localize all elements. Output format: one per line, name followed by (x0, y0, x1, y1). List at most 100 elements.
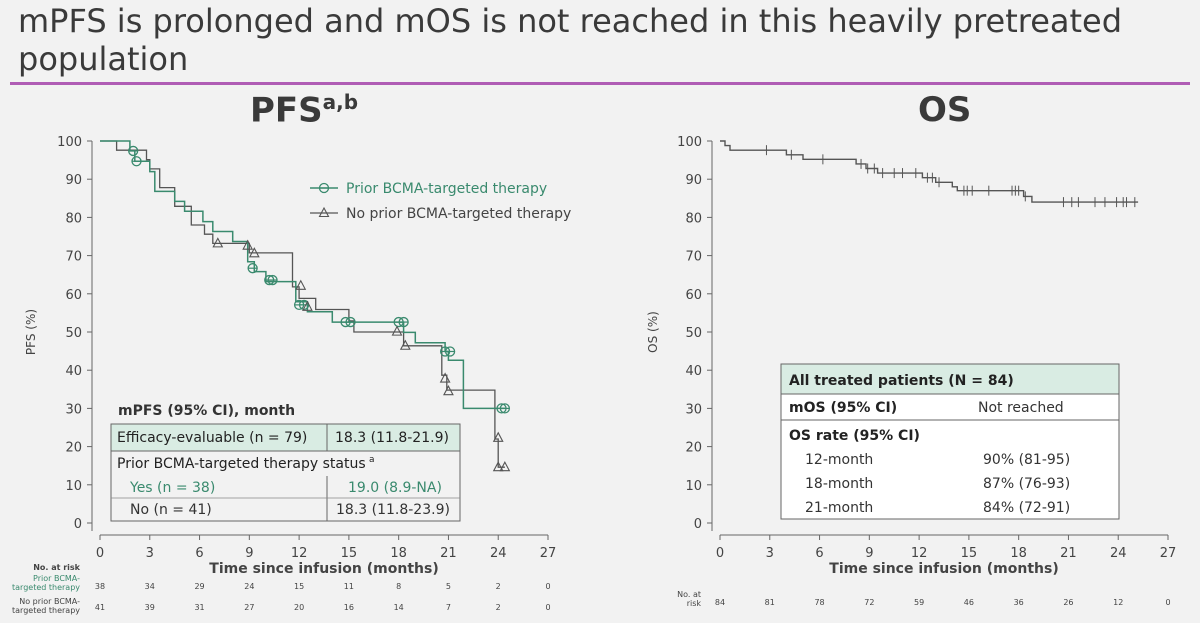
y-tick-label: 90 (65, 173, 82, 188)
no-prior-bcma-censor-mark (443, 385, 454, 396)
x-tick-label: 3 (146, 546, 154, 561)
y-tick-label: 20 (65, 441, 82, 456)
x-tick-label: 6 (195, 546, 203, 561)
risk-no-prior-count: 7 (446, 603, 451, 612)
x-tick-label: 15 (341, 546, 358, 561)
os-mos-row-bg (780, 393, 1120, 421)
y-tick-label: 0 (74, 517, 82, 532)
y-tick-label: 50 (65, 326, 82, 341)
risk-no-prior-count: 0 (545, 603, 550, 612)
mpfs-efficacy-row-bg (110, 423, 461, 452)
os-rate-label: OS rate (95% CI) (789, 428, 920, 444)
x-tick-label: 0 (716, 546, 724, 561)
os-table-header-bg (780, 363, 1120, 395)
slide-title: mPFS is prolonged and mOS is not reached… (18, 2, 1123, 78)
y-tick-label: 30 (65, 402, 82, 417)
x-tick-label: 9 (245, 546, 253, 561)
risk-no-prior-count: 39 (145, 603, 155, 612)
no-prior-bcma-censor-mark (492, 461, 504, 472)
x-tick-label: 27 (1160, 546, 1177, 561)
x-tick-label: 9 (865, 546, 873, 561)
y-tick-label: 80 (65, 211, 82, 226)
prior-bcma-curve (100, 140, 505, 410)
risk-prior-count: 8 (396, 582, 401, 591)
risk-prior-count: 34 (145, 582, 155, 591)
no-prior-bcma-censor-mark (399, 339, 411, 350)
risk-no-prior-label: No prior BCMA- (19, 597, 80, 606)
os-risk-count: 46 (964, 598, 974, 607)
os-risk-count: 78 (814, 598, 824, 607)
x-tick-label: 3 (766, 546, 774, 561)
os-risk-count: 72 (864, 598, 874, 607)
risk-prior-count: 2 (496, 582, 501, 591)
no-prior-bcma-censor-mark (439, 372, 451, 383)
no-prior-bcma-censor-mark (212, 237, 224, 248)
no-prior-bcma-censor-mark (248, 247, 260, 258)
y-axis-title: OS (%) (646, 311, 660, 353)
risk-no-prior-count: 27 (244, 603, 254, 612)
mpfs-efficacy-label: Efficacy-evaluable (n = 79) (117, 430, 307, 446)
os-rate-row-label: 18-month (805, 476, 873, 492)
y-tick-label: 50 (685, 326, 702, 341)
risk-no-prior-count: 31 (194, 603, 204, 612)
x-axis-title: Time since infusion (months) (209, 561, 438, 577)
y-tick-label: 10 (685, 479, 702, 494)
os-rate-row-label: 12-month (805, 452, 873, 468)
x-tick-label: 12 (291, 546, 308, 561)
mpfs-status-box (110, 450, 461, 522)
y-tick-label: 60 (65, 288, 82, 303)
os-table-header: All treated patients (N = 84) (789, 373, 1014, 389)
risk-no-prior-count: 2 (496, 603, 501, 612)
os-risk-count: 0 (1165, 598, 1170, 607)
mpfs-efficacy-value: 18.3 (11.8-21.9) (335, 430, 449, 446)
x-tick-label: 6 (815, 546, 823, 561)
os-risk-count: 59 (914, 598, 924, 607)
no-prior-bcma-censor-mark (391, 325, 403, 336)
no-prior-bcma-censor-mark (499, 461, 511, 472)
x-tick-label: 27 (540, 546, 557, 561)
risk-prior-count: 5 (446, 582, 451, 591)
os-risk-count: 12 (1113, 598, 1123, 607)
risk-prior-label: targeted therapy (12, 583, 80, 592)
x-tick-label: 21 (1060, 546, 1077, 561)
x-tick-label: 0 (96, 546, 104, 561)
os-rate-row-value: 87% (76-93) (983, 476, 1070, 492)
mpfs-status-label: Prior BCMA-targeted therapy status (117, 456, 366, 472)
y-tick-label: 100 (677, 135, 702, 150)
os-mos-label: mOS (95% CI) (789, 400, 897, 416)
risk-no-prior-count: 41 (95, 603, 105, 612)
pfs-panel-title: PFSa,b (250, 90, 358, 130)
x-tick-label: 15 (961, 546, 978, 561)
y-tick-label: 70 (65, 250, 82, 265)
y-tick-label: 100 (57, 135, 82, 150)
risk-no-prior-count: 16 (344, 603, 354, 612)
mpfs-status-footnote: a (369, 455, 375, 465)
risk-no-prior-count: 20 (294, 603, 304, 612)
risk-prior-label: Prior BCMA- (33, 574, 80, 583)
legend-no-prior-label: No prior BCMA-targeted therapy (346, 206, 571, 222)
risk-prior-count: 24 (244, 582, 254, 591)
risk-prior-count: 15 (294, 582, 304, 591)
y-tick-label: 30 (685, 402, 702, 417)
pfs-title-text: PFS (250, 90, 323, 131)
risk-prior-count: 0 (545, 582, 550, 591)
mpfs-no-label: No (n = 41) (130, 502, 212, 518)
os-rate-row-value: 84% (72-91) (983, 500, 1070, 516)
os-risk-label: No. at (677, 590, 701, 599)
legend-no-prior-marker (318, 206, 330, 218)
x-tick-label: 21 (440, 546, 457, 561)
y-tick-label: 70 (685, 250, 702, 265)
os-mos-value: Not reached (978, 400, 1064, 416)
risk-prior-count: 38 (95, 582, 105, 591)
risk-title: No. at risk (33, 563, 80, 572)
risk-prior-count: 11 (344, 582, 354, 591)
mpfs-yes-value: 19.0 (8.9-NA) (348, 480, 442, 496)
y-tick-label: 90 (685, 173, 702, 188)
y-tick-label: 20 (685, 441, 702, 456)
risk-prior-count: 29 (194, 582, 204, 591)
y-tick-label: 40 (685, 364, 702, 379)
os-rate-box (780, 419, 1120, 520)
x-tick-label: 18 (390, 546, 407, 561)
